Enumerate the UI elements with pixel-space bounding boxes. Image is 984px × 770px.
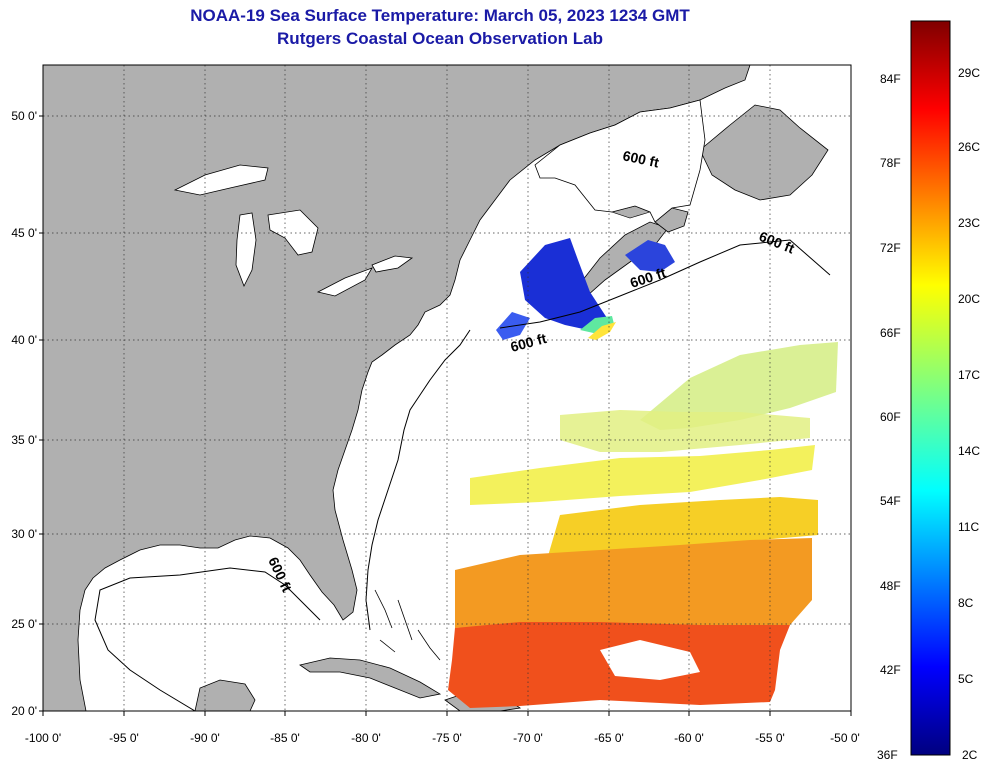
600ft-isobath-east-coast (365, 329, 471, 631)
600ft-isobath-gulf (94, 567, 321, 711)
600ft-isobath-north (499, 239, 831, 329)
colorbar-c-label: 5C (958, 672, 974, 686)
lake-erie (316, 267, 373, 297)
sst-yellow-band (470, 445, 815, 505)
colorbar-f-label: 72F (880, 241, 901, 255)
colorbar-f-label: 42F (880, 663, 901, 677)
sst-cloud-gap (600, 640, 700, 680)
lon-label: -65 0' (594, 731, 624, 745)
colorbar-f-label: 54F (880, 494, 901, 508)
saint-lawrence-gulf (534, 99, 706, 223)
lake-superior (173, 164, 269, 196)
latitude-axis: 50 0' 45 0' 40 0' 35 0' 30 0' 25 0' 20 0… (11, 109, 43, 718)
lake-michigan (235, 212, 257, 287)
colorbar-c-label: 29C (958, 66, 981, 80)
sst-yellow-orange-band (548, 497, 818, 556)
lon-label: -60 0' (674, 731, 704, 745)
colorbar-f-label: 84F (880, 72, 901, 86)
lat-label: 20 0' (11, 704, 37, 718)
colorbar-c-label: 23C (958, 216, 981, 230)
colorbar-f-label: 78F (880, 156, 901, 170)
sst-blue-gulf-of-maine (520, 238, 610, 330)
sst-blue-scotian-shelf (625, 240, 675, 272)
colorbar-c-label: 20C (958, 292, 981, 306)
lake-huron (267, 209, 319, 256)
colorbar-c-label: 11C (958, 520, 980, 534)
lat-label: 25 0' (11, 617, 37, 631)
lon-label: -50 0' (830, 731, 860, 745)
lat-label: 35 0' (11, 433, 37, 447)
lon-label: -95 0' (109, 731, 139, 745)
lon-label: -80 0' (351, 731, 381, 745)
sst-warm-shelf-edge (580, 316, 614, 334)
lon-label: -85 0' (270, 731, 300, 745)
lake-ontario (371, 255, 414, 273)
sst-green-band-north (640, 342, 838, 430)
lat-label: 40 0' (11, 333, 37, 347)
lon-label: -75 0' (432, 731, 462, 745)
yucatan (194, 679, 256, 711)
longitude-axis: -100 0' -95 0' -90 0' -85 0' -80 0' -75 … (25, 711, 860, 745)
north-america-landmass (43, 65, 751, 711)
lat-label: 50 0' (11, 109, 37, 123)
map-subtitle: Rutgers Coastal Ocean Observation Lab (277, 29, 603, 48)
colorbar-c-label: 26C (958, 140, 981, 154)
sst-orange-region (455, 538, 812, 630)
cuba (299, 657, 442, 699)
lat-label: 45 0' (11, 226, 37, 240)
colorbar-f-label: 36F (877, 748, 898, 762)
nova-scotia (574, 221, 669, 296)
colorbar-c-label: 14C (958, 444, 981, 458)
colorbar-c-label: 8C (958, 596, 974, 610)
lon-label: -70 0' (513, 731, 543, 745)
colorbar-f-label: 48F (880, 579, 901, 593)
lon-label: -55 0' (755, 731, 785, 745)
map-title: NOAA-19 Sea Surface Temperature: March 0… (190, 6, 690, 25)
newfoundland (699, 104, 829, 201)
sst-green-band-mid (560, 410, 810, 452)
bahamas (374, 589, 441, 661)
lon-label: -90 0' (190, 731, 220, 745)
lon-label: -100 0' (25, 731, 61, 745)
colorbar (910, 20, 951, 756)
colorbar-c-label: 2C (962, 748, 978, 762)
colorbar-f-label: 66F (880, 326, 901, 340)
isobath-label-labrador: 600 ft (621, 147, 660, 170)
lat-label: 30 0' (11, 527, 37, 541)
colorbar-f-label: 60F (880, 410, 901, 424)
colorbar-c-label: 17C (958, 368, 981, 382)
